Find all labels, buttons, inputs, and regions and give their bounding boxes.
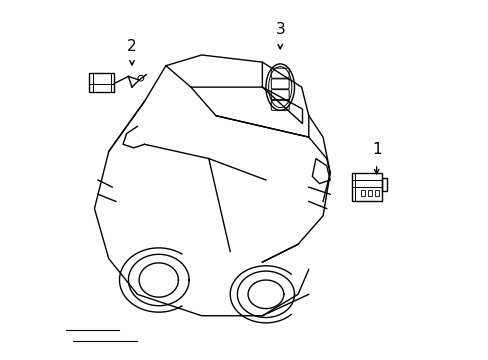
Bar bbox=[360, 190, 364, 196]
Bar bbox=[374, 190, 378, 196]
Text: 1: 1 bbox=[371, 142, 381, 157]
Text: 3: 3 bbox=[275, 22, 285, 37]
Text: 2: 2 bbox=[127, 39, 137, 54]
Bar bbox=[367, 190, 371, 196]
